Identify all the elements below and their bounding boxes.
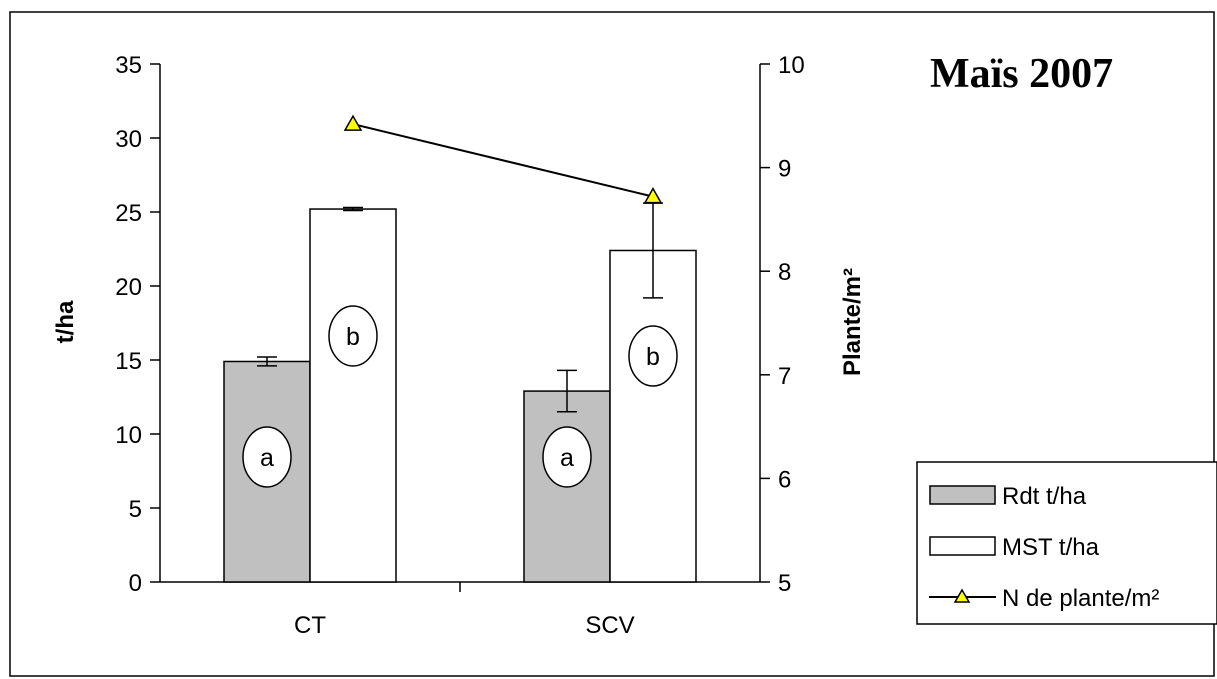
- y-right-tick-label: 7: [778, 363, 791, 390]
- y-right-tick-label: 10: [778, 52, 805, 79]
- line-marker: [643, 187, 663, 204]
- legend-label: N de plante/m²: [1002, 585, 1159, 612]
- significance-ellipse: [542, 426, 592, 488]
- y-axis-right-label: Plante/m²: [839, 268, 866, 376]
- legend-swatch: [929, 536, 996, 556]
- legend-swatch-marker: [953, 588, 971, 603]
- legend-swatch: [929, 485, 996, 505]
- significance-ellipse: [242, 426, 292, 488]
- significance-ellipse: [328, 305, 378, 367]
- significance-letter: a: [260, 444, 274, 472]
- line-marker: [343, 114, 363, 131]
- significance-ellipse: [628, 325, 678, 387]
- y-left-tick-label: 20: [115, 274, 142, 301]
- y-right-tick-label: 9: [778, 156, 791, 183]
- bar: [609, 249, 697, 583]
- y-left-tick-label: 10: [115, 422, 142, 449]
- y-right-tick-label: 5: [778, 570, 791, 597]
- legend-label: MST t/ha: [1002, 534, 1100, 561]
- y-left-tick-label: 35: [115, 52, 142, 79]
- y-left-tick-label: 30: [115, 126, 142, 153]
- bar: [309, 208, 397, 583]
- significance-letter: a: [560, 444, 574, 472]
- series-line: [352, 123, 654, 198]
- significance-letter: b: [646, 343, 660, 371]
- x-tick-label: CT: [294, 612, 326, 639]
- significance-letter: b: [346, 323, 360, 351]
- chart-title: Maïs 2007: [930, 51, 1113, 97]
- y-right-tick-label: 6: [778, 466, 791, 493]
- x-tick-label: SCV: [585, 612, 634, 639]
- y-left-tick-label: 5: [129, 496, 142, 523]
- legend: Rdt t/ha MST t/ha N de plante/m²: [916, 461, 1217, 625]
- y-left-tick-label: 0: [129, 570, 142, 597]
- y-right-tick-label: 8: [778, 259, 791, 286]
- legend-label: Rdt t/ha: [1002, 483, 1087, 510]
- y-axis-left-label: t/ha: [52, 300, 79, 343]
- y-left-tick-label: 15: [115, 348, 142, 375]
- plot-area: 0 5 10 15 20 25 30 35 5 6 7 8 9 10 CT SCV a b a b: [115, 52, 804, 639]
- y-left-tick-label: 25: [115, 200, 142, 227]
